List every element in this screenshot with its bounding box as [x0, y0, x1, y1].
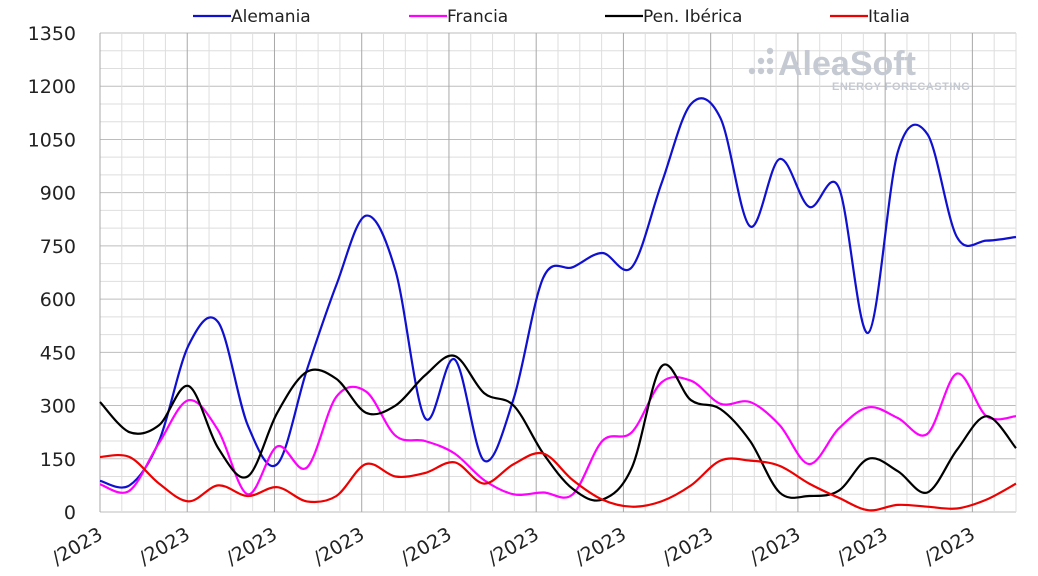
- y-tick-label: 300: [40, 396, 76, 418]
- legend-label-alemania: Alemania: [231, 7, 311, 27]
- y-tick-label: 1200: [28, 76, 76, 98]
- series-line-italia: [99, 451, 1017, 512]
- y-tick-label: 0: [64, 502, 76, 524]
- legend-label-italia: Italia: [868, 7, 910, 27]
- legend-label-francia: Francia: [447, 7, 508, 27]
- x-tick-label: /2023: [833, 523, 891, 569]
- x-tick-label: /2023: [223, 523, 281, 569]
- x-tick-label: /2023: [135, 523, 193, 569]
- aleasoft-logo: AleaSoft ENERGY FORECASTING: [748, 45, 970, 93]
- y-axis-tick-labels: 0 150 300 450 600 750 900 1050 1200 1350: [28, 23, 76, 524]
- chart-grid: [99, 32, 1017, 513]
- series-line-francia: [99, 372, 1017, 499]
- x-tick-label: /2023: [920, 523, 978, 569]
- x-tick-label: /2023: [572, 523, 630, 569]
- series-lines: [99, 97, 1017, 512]
- y-tick-label: 600: [40, 289, 76, 311]
- x-tick-label: /2023: [484, 523, 542, 569]
- logo-tagline: ENERGY FORECASTING: [832, 81, 970, 93]
- logo-dots-icon: [748, 47, 774, 75]
- x-axis-tick-labels: /2023/2023/2023/2023/2023/2023/2023/2023…: [48, 523, 979, 569]
- x-tick-label: /2023: [310, 523, 368, 569]
- logo-name: AleaSoft: [778, 45, 916, 83]
- y-tick-label: 900: [40, 183, 76, 205]
- y-tick-label: 150: [40, 449, 76, 471]
- y-tick-label: 1350: [28, 23, 76, 45]
- x-tick-label: /2023: [48, 523, 106, 569]
- chart-legend: Alemania Francia Pen. Ibérica Italia: [193, 7, 910, 27]
- x-tick-label: /2023: [746, 523, 804, 569]
- x-tick-label: /2023: [659, 523, 717, 569]
- legend-label-pen-ib-rica: Pen. Ibérica: [643, 7, 742, 27]
- series-line-pen-ib-rica: [99, 354, 1017, 502]
- y-tick-label: 750: [40, 236, 76, 258]
- y-tick-label: 1050: [28, 129, 76, 151]
- x-tick-label: /2023: [397, 523, 455, 569]
- y-tick-label: 450: [40, 342, 76, 364]
